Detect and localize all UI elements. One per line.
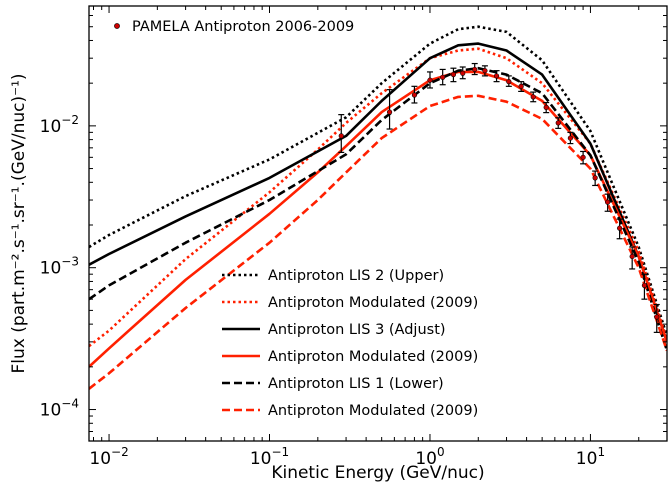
y-tick-label-2: 10−2 <box>40 113 79 137</box>
data-point-1 <box>386 89 393 130</box>
x-tick-label-3: 101 <box>576 445 605 469</box>
y-tick-exponent: −3 <box>61 255 79 269</box>
data-point-20 <box>629 246 636 270</box>
data-point-21 <box>641 273 648 300</box>
legend-label-modulated-upper: Antiproton Modulated (2009) <box>268 295 478 311</box>
y-axis-label: Flux (part.m⁻².s⁻¹.sr⁻¹.(GeV/nuc)⁻¹) <box>9 73 29 373</box>
data-point-8 <box>481 65 488 77</box>
y-tick-label-1: 10−3 <box>40 255 79 279</box>
data-point-13 <box>543 101 550 114</box>
data-point-marker <box>567 135 573 141</box>
data-point-9 <box>493 70 500 83</box>
data-point-marker <box>518 83 524 89</box>
data-point-marker <box>617 225 623 231</box>
legend-label-lis2-upper: Antiproton LIS 2 (Upper) <box>268 268 444 284</box>
data-point-14 <box>555 117 562 129</box>
data-point-marker <box>411 92 418 98</box>
data-point-17 <box>592 170 599 187</box>
legend-models: Antiproton LIS 2 (Upper) Antiproton Modu… <box>222 268 478 419</box>
data-point-marker <box>543 104 549 110</box>
x-tick-exponent: −2 <box>111 445 129 459</box>
series-line-5 <box>89 94 667 390</box>
x-tick-label-0: 10−2 <box>89 445 128 469</box>
data-point-18 <box>604 193 611 212</box>
data-point-marker <box>530 94 536 100</box>
data-point-marker <box>555 120 561 126</box>
data-point-marker <box>605 199 611 205</box>
data-point-marker <box>427 77 433 83</box>
data-point-19 <box>616 218 623 240</box>
y-tick-exponent: −2 <box>61 113 79 127</box>
data-point-4 <box>439 68 446 86</box>
legend-label-pamela: PAMELA Antiproton 2006-2009 <box>132 19 354 35</box>
data-point-3 <box>426 71 433 89</box>
data-points-layer <box>338 62 660 333</box>
data-point-marker <box>460 70 466 76</box>
data-point-0 <box>338 114 345 153</box>
x-axis-label: Kinetic Energy (GeV/nuc) <box>271 463 484 483</box>
data-point-15 <box>567 131 574 145</box>
data-point-2 <box>411 85 418 104</box>
data-point-22 <box>653 303 660 333</box>
legend-data-points: PAMELA Antiproton 2006-2009 <box>114 19 354 35</box>
legend-label-modulated-lower: Antiproton Modulated (2009) <box>268 403 478 419</box>
data-point-marker <box>654 314 660 320</box>
data-point-6 <box>459 66 466 80</box>
y-tick-label-0: 10−4 <box>40 397 79 421</box>
x-tick-exponent: 1 <box>597 445 605 459</box>
data-point-marker <box>629 253 635 260</box>
data-point-12 <box>530 91 537 103</box>
y-tick-exponent: −4 <box>61 397 79 411</box>
data-point-marker <box>641 282 648 289</box>
data-point-10 <box>505 75 512 87</box>
data-point-marker <box>472 66 478 73</box>
data-point-marker <box>592 175 598 181</box>
data-point-marker <box>440 74 446 80</box>
data-point-marker <box>506 79 512 85</box>
data-point-5 <box>450 67 457 83</box>
data-point-marker <box>386 109 393 115</box>
data-point-11 <box>518 81 525 92</box>
data-point-marker <box>580 154 586 160</box>
x-tick-exponent: 0 <box>437 445 445 459</box>
plot-frame <box>88 5 668 442</box>
data-point-marker <box>450 71 457 78</box>
data-point-16 <box>580 150 587 165</box>
data-point-marker <box>482 68 488 74</box>
series-line-2 <box>89 42 667 343</box>
data-point-marker <box>338 133 344 139</box>
legend-label-modulated-adjust: Antiproton Modulated (2009) <box>268 349 478 365</box>
legend-label-lis3-adjust: Antiproton LIS 3 (Adjust) <box>268 322 446 338</box>
data-point-marker <box>493 73 500 79</box>
legend-label-lis1-lower: Antiproton LIS 1 (Lower) <box>268 376 444 392</box>
data-point-7 <box>471 62 478 76</box>
ticks-layer <box>89 5 668 442</box>
x-tick-exponent: −1 <box>271 445 289 459</box>
legend-marker-pamela <box>114 23 120 29</box>
